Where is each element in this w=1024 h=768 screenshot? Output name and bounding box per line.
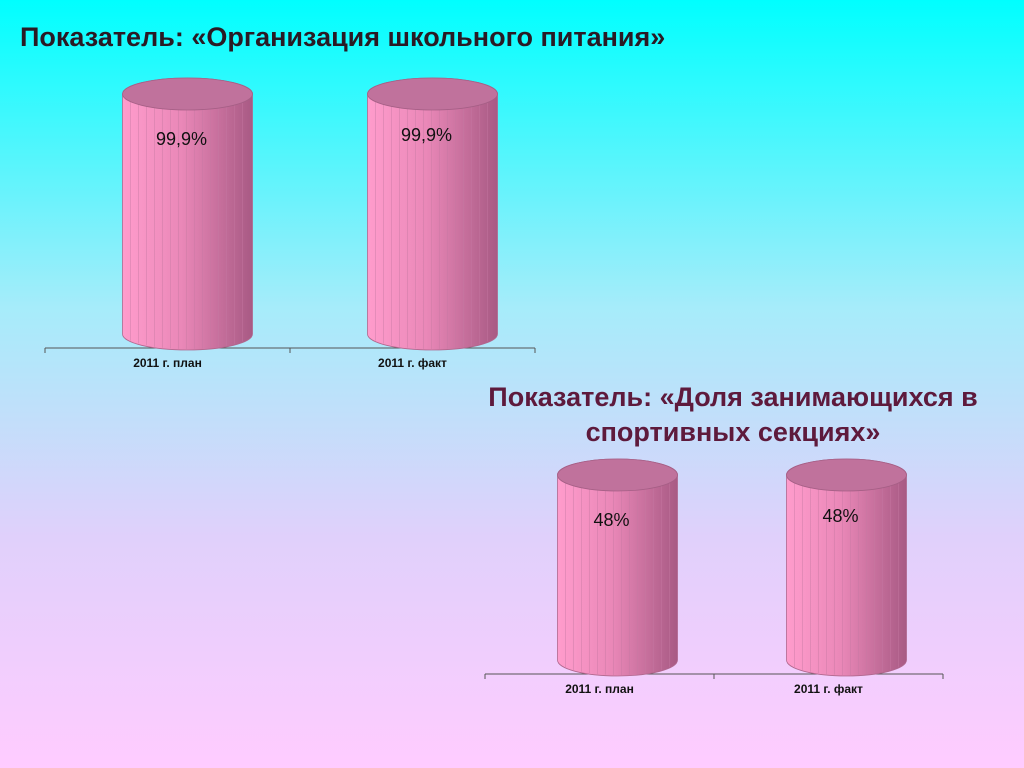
chart-title: Показатель: «Организация школьного питан… <box>20 22 666 52</box>
x-tick-label: 2011 г. план <box>133 356 202 370</box>
cylinder <box>122 77 253 351</box>
cylinder-top <box>786 458 907 492</box>
cylinder-top <box>367 77 498 111</box>
x-tick-label: 2011 г. факт <box>794 682 863 696</box>
value-label: 48% <box>593 510 629 530</box>
cylinder <box>367 77 498 351</box>
cylinder <box>786 458 907 677</box>
x-tick-label: 2011 г. факт <box>378 356 447 370</box>
cylinder <box>557 458 678 677</box>
cylinder-top <box>557 458 678 492</box>
value-label: 48% <box>822 506 858 526</box>
cylinder-top <box>122 77 253 111</box>
x-tick-label: 2011 г. план <box>565 682 634 696</box>
chart-title: Показатель: «Доля занимающихся в спортив… <box>488 382 978 447</box>
value-label: 99,9% <box>156 129 207 149</box>
value-label: 99,9% <box>401 125 452 145</box>
